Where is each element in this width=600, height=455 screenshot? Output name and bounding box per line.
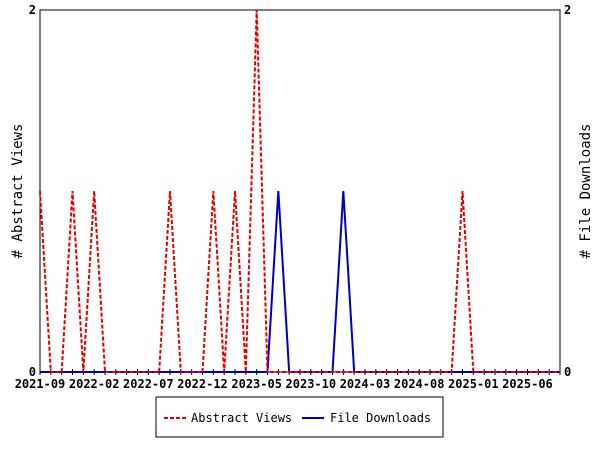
y-tick-label: 2 (29, 3, 36, 17)
x-tick-label: 2021-09 (15, 377, 66, 391)
x-tick-label: 2023-05 (231, 377, 282, 391)
x-tick-label: 2023-10 (286, 377, 337, 391)
y2-axis-label: # File Downloads (578, 124, 594, 259)
y2-tick-label: 0 (564, 365, 571, 379)
legend: Abstract Views File Downloads (155, 396, 444, 438)
x-tick-label: 2022-02 (69, 377, 120, 391)
y-axis-label: # Abstract Views (10, 124, 26, 259)
legend-label-abstract-views: Abstract Views (191, 411, 292, 425)
plot-area (39, 9, 561, 373)
x-tick-label: 2024-08 (394, 377, 445, 391)
y2-tick-label: 2 (564, 3, 571, 17)
x-tick-label: 2025-01 (448, 377, 499, 391)
x-tick-label: 2024-03 (340, 377, 391, 391)
x-tick-label: 2022-12 (177, 377, 228, 391)
x-tick-label: 2022-07 (123, 377, 174, 391)
y-tick-label: 0 (29, 365, 36, 379)
x-tick-label: 2025-06 (502, 377, 553, 391)
series-line-abstract-views (39, 9, 560, 373)
legend-label-file-downloads: File Downloads (330, 411, 431, 425)
